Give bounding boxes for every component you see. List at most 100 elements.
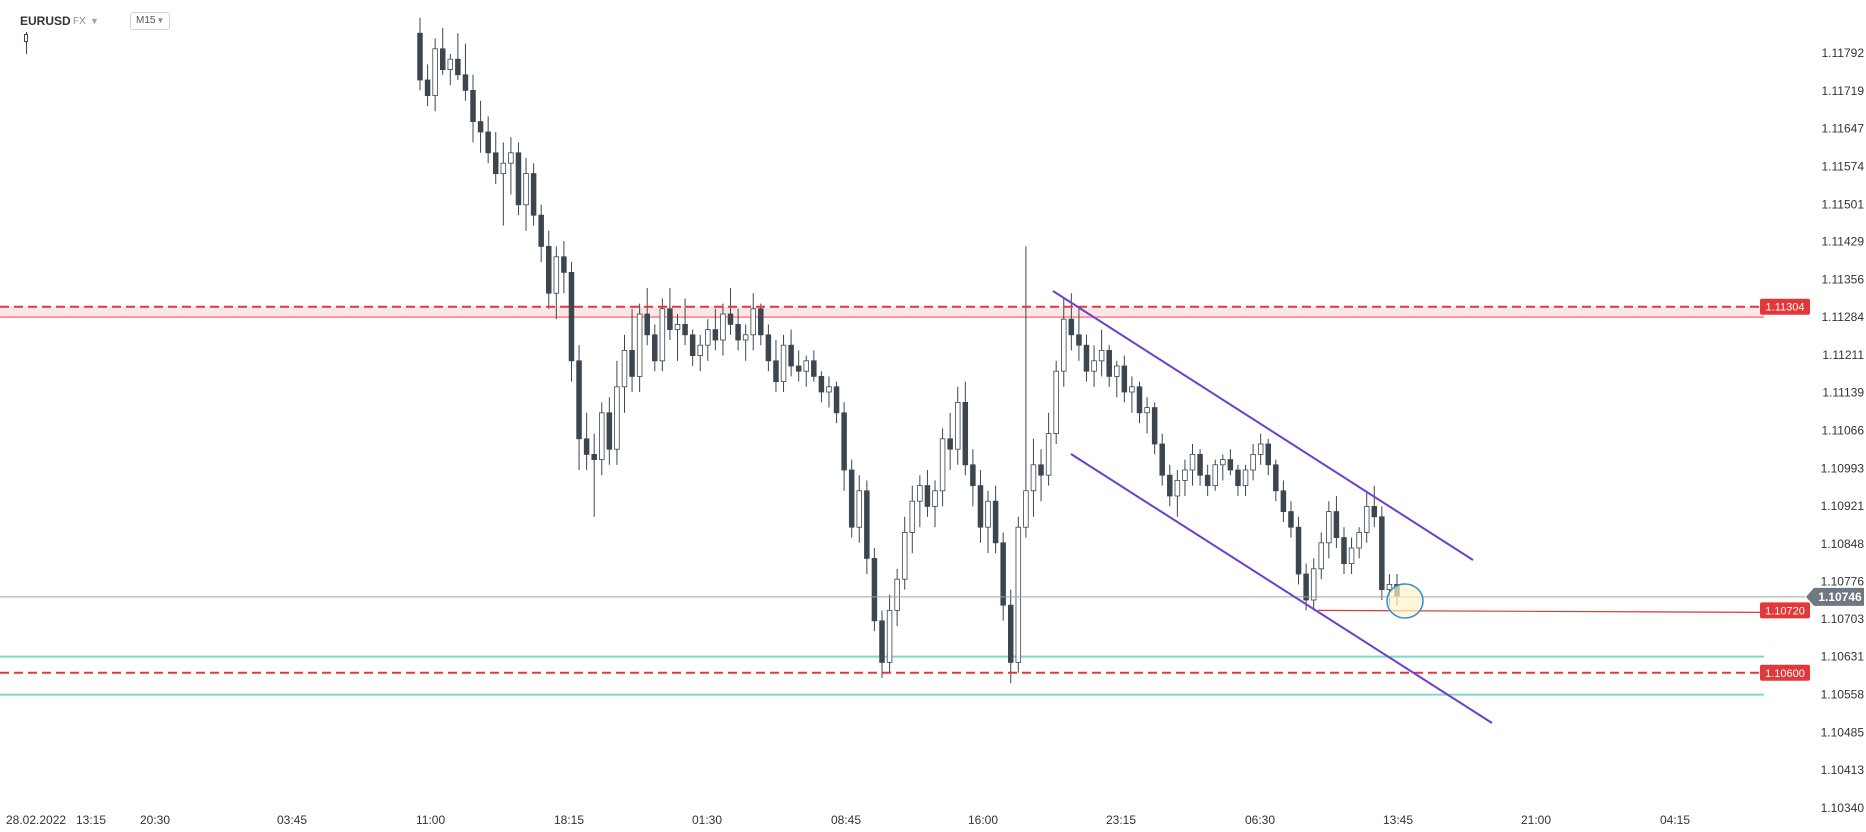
candle [909,485,916,554]
candle-body [1114,365,1120,377]
candle [992,485,999,554]
candle [871,548,878,632]
y-tick-label: 1.11647 [1822,121,1865,135]
candle [727,288,734,335]
candle-body [1015,526,1022,663]
time-axis[interactable]: 28.02.2022 13:15 20:30 03:45 11:00 18:15 01:30… [6,813,1690,827]
candle [614,360,620,465]
candle [1121,355,1128,403]
candle-body [606,412,613,450]
candle-body [508,152,514,164]
candle-icon [24,32,28,54]
resistance-zone [0,306,1764,318]
candle-body [954,401,961,450]
candle [424,64,431,106]
instrument-type-dropdown-icon[interactable]: ▼ [90,16,99,26]
x-tick-label: 03:45 [277,813,307,827]
candle-body [614,386,620,450]
candle-body [1333,511,1340,539]
candle [1061,298,1067,387]
candle-body [447,58,454,71]
candle [917,475,923,528]
candle [1288,501,1294,538]
candle [485,116,491,164]
candle [924,470,931,517]
candle-body [621,349,628,388]
candle [1235,464,1241,496]
candle-body [735,323,741,341]
candle-body [546,245,552,294]
candle-body [530,173,537,216]
candle-body [773,360,779,382]
resistance-price-tag-text: 1.11304 [1766,302,1805,314]
candle [705,319,711,361]
candle-body [1288,511,1294,528]
candle [455,33,461,80]
candle-body [1348,547,1355,564]
candle [508,137,514,195]
candle [1083,334,1090,382]
candle-body [1204,474,1211,487]
candle [477,100,484,153]
candle [538,204,544,262]
candle-body [765,334,772,362]
candle [788,329,794,377]
candle [1333,496,1340,548]
candle [1303,563,1309,611]
candle-body [727,313,734,325]
candle [1295,516,1302,585]
candle [947,412,953,470]
candle [1189,444,1196,486]
candle [962,381,969,476]
timeframe-selector[interactable]: M15▼ [130,12,171,30]
candle-body [962,401,969,466]
candle-body [1326,511,1332,544]
candle-body [1220,459,1226,466]
x-tick-label: 04:15 [1660,813,1690,827]
candle-body [1235,469,1241,487]
y-tick-label: 1.11429 [1822,235,1865,249]
candle-body [1007,604,1014,663]
candle [811,350,817,382]
candle-body [1068,318,1075,336]
candle [1045,412,1052,486]
candlestick-series [417,17,1400,684]
candle-body [758,308,764,336]
candle [576,345,582,470]
symbol-label[interactable]: EURUSD [20,14,71,28]
candle [1076,308,1082,361]
x-tick-label: 18:15 [554,813,584,827]
candle [1204,464,1211,496]
x-tick-label: 01:30 [692,813,722,827]
candle [1242,464,1249,496]
candle [750,293,756,351]
candle [1053,360,1059,444]
x-tick-label: 06:30 [1245,813,1275,827]
price-axis[interactable]: 1.11792 1.11719 1.11647 1.11574 1.11501 1.114… [1821,46,1865,815]
instrument-type-label[interactable]: FX [73,16,86,27]
candle [1318,532,1325,580]
chart-annotations [0,290,1805,724]
y-tick-label: 1.11501 [1822,197,1865,211]
candle-body [1083,344,1090,372]
candle [432,38,438,112]
candle [636,303,643,392]
candle [417,17,423,91]
candle-body [1000,542,1006,606]
candle-body [417,32,423,81]
support-price-tag-text: 1.10600 [1765,668,1805,680]
candle-body [1257,443,1264,455]
candle [492,132,499,184]
candle-body [886,610,893,663]
x-tick-label: 13:15 [76,813,106,827]
candle-body [1159,443,1165,476]
candle-body [462,74,469,91]
candle-body [970,464,976,486]
candle-body [1076,334,1082,346]
highlight-circle [1386,583,1424,619]
candle [568,262,575,382]
candle [1273,459,1279,502]
candle-body [742,334,749,341]
candle [644,288,650,346]
